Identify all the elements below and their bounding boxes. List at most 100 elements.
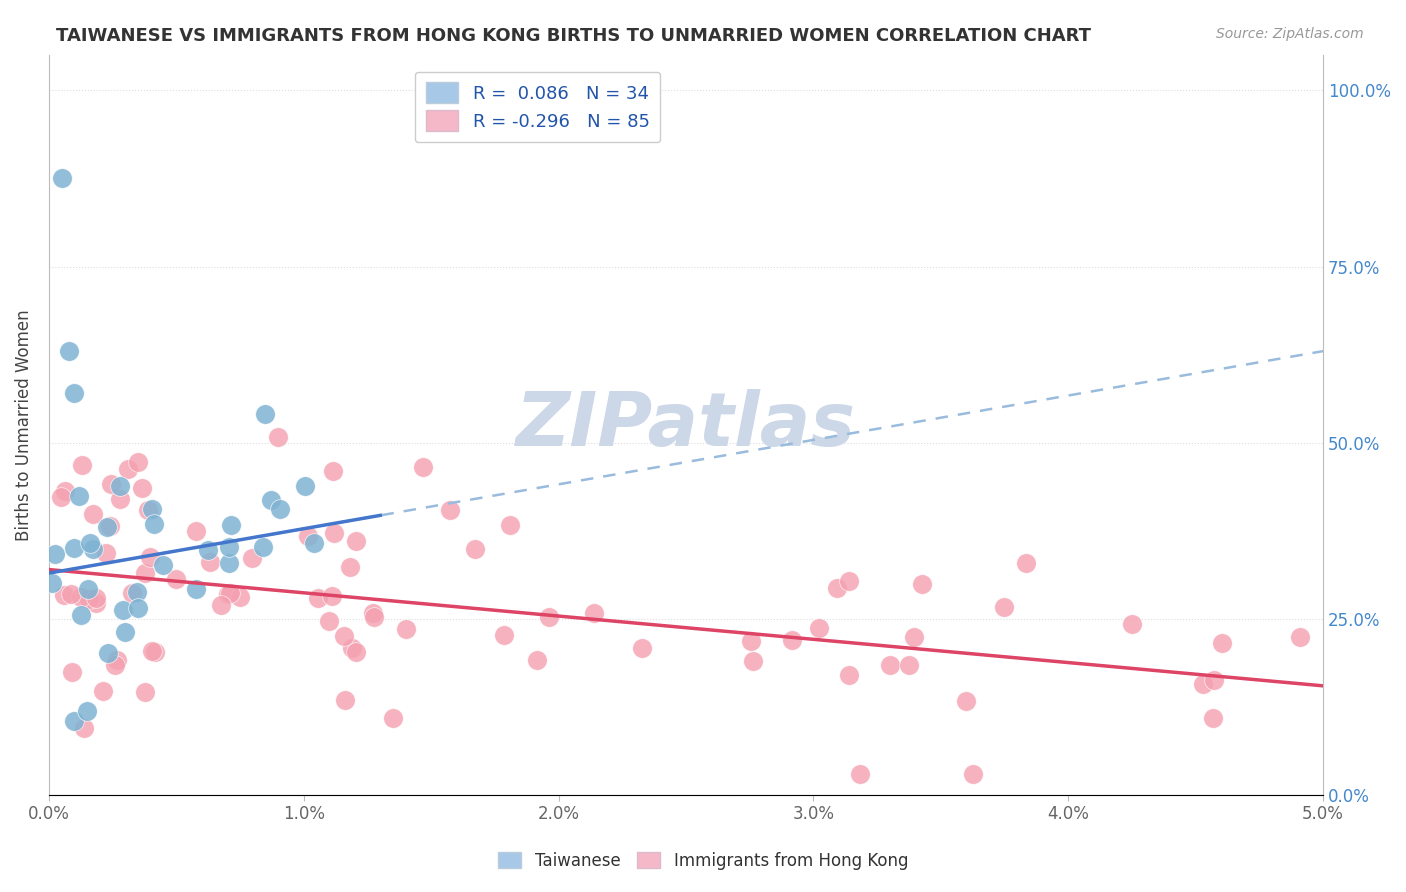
- Point: [361, 607, 384, 621]
- Point: [105, 653, 128, 667]
- Point: [134, 566, 156, 580]
- Point: [218, 556, 240, 570]
- Point: [897, 657, 920, 672]
- Point: [142, 516, 165, 531]
- Point: [780, 633, 803, 648]
- Point: [134, 685, 156, 699]
- Point: [808, 621, 831, 635]
- Y-axis label: Births to Unmarried Women: Births to Unmarried Women: [15, 310, 32, 541]
- Point: [209, 598, 232, 612]
- Point: [53, 588, 76, 602]
- Point: [294, 479, 316, 493]
- Point: [1211, 636, 1233, 650]
- Point: [69, 607, 91, 622]
- Point: [139, 550, 162, 565]
- Point: [141, 643, 163, 657]
- Point: [91, 683, 114, 698]
- Point: [112, 603, 135, 617]
- Point: [1204, 673, 1226, 688]
- Point: [344, 645, 367, 659]
- Point: [114, 624, 136, 639]
- Point: [152, 558, 174, 573]
- Point: [82, 541, 104, 556]
- Point: [165, 572, 187, 586]
- Point: [41, 575, 63, 590]
- Point: [1121, 616, 1143, 631]
- Point: [339, 560, 361, 574]
- Point: [136, 503, 159, 517]
- Point: [127, 601, 149, 615]
- Point: [94, 545, 117, 559]
- Point: [131, 481, 153, 495]
- Point: [141, 502, 163, 516]
- Point: [333, 629, 356, 643]
- Legend: Taiwanese, Immigrants from Hong Kong: Taiwanese, Immigrants from Hong Kong: [491, 846, 915, 877]
- Point: [84, 591, 107, 606]
- Point: [302, 536, 325, 550]
- Point: [322, 526, 344, 541]
- Point: [76, 704, 98, 718]
- Point: [741, 654, 763, 668]
- Point: [740, 634, 762, 648]
- Point: [849, 767, 872, 781]
- Point: [49, 490, 72, 504]
- Point: [260, 492, 283, 507]
- Point: [117, 462, 139, 476]
- Point: [77, 582, 100, 596]
- Point: [121, 586, 143, 600]
- Point: [307, 591, 329, 606]
- Point: [838, 667, 860, 681]
- Point: [322, 464, 344, 478]
- Point: [197, 542, 219, 557]
- Point: [77, 592, 100, 607]
- Point: [252, 540, 274, 554]
- Point: [955, 694, 977, 708]
- Point: [1015, 556, 1038, 570]
- Point: [218, 540, 240, 554]
- Point: [267, 430, 290, 444]
- Point: [254, 407, 277, 421]
- Point: [100, 477, 122, 491]
- Point: [63, 386, 86, 401]
- Text: Source: ZipAtlas.com: Source: ZipAtlas.com: [1216, 27, 1364, 41]
- Point: [412, 459, 434, 474]
- Point: [59, 587, 82, 601]
- Point: [242, 551, 264, 566]
- Point: [1202, 711, 1225, 725]
- Point: [97, 646, 120, 660]
- Point: [67, 489, 90, 503]
- Point: [51, 171, 73, 186]
- Point: [70, 458, 93, 472]
- Point: [79, 535, 101, 549]
- Point: [439, 503, 461, 517]
- Point: [269, 502, 291, 516]
- Point: [526, 653, 548, 667]
- Point: [903, 630, 925, 644]
- Point: [60, 665, 83, 680]
- Point: [297, 529, 319, 543]
- Point: [82, 507, 104, 521]
- Point: [104, 658, 127, 673]
- Point: [582, 606, 605, 620]
- Point: [72, 721, 94, 735]
- Point: [381, 711, 404, 725]
- Point: [219, 585, 242, 599]
- Point: [395, 622, 418, 636]
- Point: [96, 519, 118, 533]
- Text: TAIWANESE VS IMMIGRANTS FROM HONG KONG BIRTHS TO UNMARRIED WOMEN CORRELATION CHA: TAIWANESE VS IMMIGRANTS FROM HONG KONG B…: [56, 27, 1091, 45]
- Point: [911, 576, 934, 591]
- Point: [631, 641, 654, 656]
- Point: [58, 344, 80, 359]
- Point: [363, 609, 385, 624]
- Point: [344, 534, 367, 549]
- Point: [825, 581, 848, 595]
- Point: [184, 582, 207, 596]
- Point: [498, 517, 520, 532]
- Point: [538, 610, 561, 624]
- Point: [108, 491, 131, 506]
- Point: [108, 479, 131, 493]
- Point: [62, 541, 84, 556]
- Point: [1289, 630, 1312, 644]
- Point: [53, 484, 76, 499]
- Point: [492, 628, 515, 642]
